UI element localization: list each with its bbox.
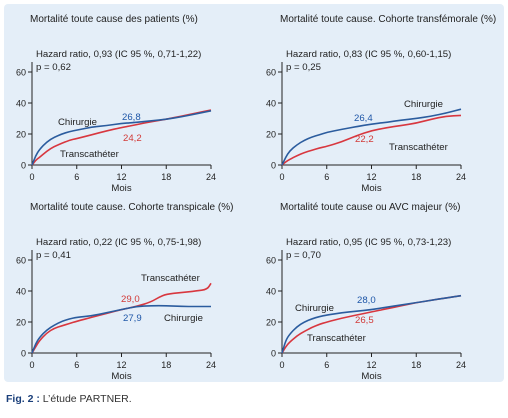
chart-panel-all-cause-mortality: Mortalité toute cause des patients (%) Ha… xyxy=(16,14,216,194)
x-tick-label: 6 xyxy=(74,172,79,182)
y-tick-label: 60 xyxy=(16,68,26,78)
x-tick-label: 12 xyxy=(116,172,126,182)
y-tick-label: 60 xyxy=(16,256,26,266)
y-tick-label: 20 xyxy=(16,130,26,140)
y-tick-label: 20 xyxy=(16,318,26,328)
p-value-label: p = 0,41 xyxy=(36,250,71,261)
x-tick-label: 18 xyxy=(411,172,421,182)
series-line-transcatheter xyxy=(281,114,462,166)
x-tick-label: 24 xyxy=(456,360,466,370)
chart-title: Mortalité toute cause ou AVC majeur (%) xyxy=(280,202,460,213)
hazard-ratio-label: Hazard ratio, 0,83 (IC 95 %, 0,60-1,15) xyxy=(286,49,451,60)
series-line-chirurgie xyxy=(281,108,462,166)
data-label-chirurgie: 27,9 xyxy=(123,313,142,324)
series-label-chirurgie: Chirurgie xyxy=(58,117,97,128)
x-tick-label: 12 xyxy=(366,172,376,182)
figure-number: Fig. 2 : xyxy=(6,393,40,405)
series-line-chirurgie xyxy=(281,294,462,354)
hazard-ratio-label: Hazard ratio, 0,95 (IC 95 %, 0,73-1,23) xyxy=(286,237,451,248)
x-tick-label: 6 xyxy=(74,360,79,370)
chart-panel-mortality-or-stroke: Mortalité toute cause ou AVC majeur (%) H… xyxy=(266,202,466,382)
data-label-transcatheter: 22,2 xyxy=(355,134,374,145)
x-axis-label: Mois xyxy=(361,183,381,194)
data-label-chirurgie: 26,8 xyxy=(122,112,141,123)
y-tick-label: 40 xyxy=(266,99,276,109)
x-tick-label: 18 xyxy=(411,360,421,370)
y-tick-label: 40 xyxy=(266,287,276,297)
figure-background: Mortalité toute cause des patients (%) Ha… xyxy=(4,4,504,382)
x-tick-label: 24 xyxy=(206,172,216,182)
series-label-transcatheter: Transcathéter xyxy=(141,273,201,284)
y-tick-label: 40 xyxy=(16,99,26,109)
chart-title: Mortalité toute cause. Cohorte transfémo… xyxy=(280,14,496,25)
x-tick-label: 0 xyxy=(29,172,34,182)
x-tick-label: 24 xyxy=(206,360,216,370)
chart-title: Mortalité toute cause des patients (%) xyxy=(30,14,198,25)
y-tick-label: 20 xyxy=(266,318,276,328)
y-tick-label: 0 xyxy=(21,349,26,359)
x-tick-label: 6 xyxy=(324,360,329,370)
p-value-label: p = 0,70 xyxy=(286,250,321,261)
x-tick-label: 0 xyxy=(29,360,34,370)
series-label-transcatheter: Transcathéter xyxy=(60,149,120,160)
data-label-transcatheter: 29,0 xyxy=(121,294,140,305)
x-tick-label: 0 xyxy=(279,172,284,182)
series-line-transcatheter xyxy=(31,282,212,354)
x-axis-label: Mois xyxy=(111,371,131,382)
x-axis-label: Mois xyxy=(111,183,131,194)
y-tick-label: 0 xyxy=(271,161,276,171)
x-tick-label: 0 xyxy=(279,360,284,370)
data-label-chirurgie: 26,4 xyxy=(354,113,373,124)
series-line-chirurgie xyxy=(31,304,211,354)
data-label-chirurgie: 28,0 xyxy=(357,295,376,306)
series-label-chirurgie: Chirurgie xyxy=(295,303,334,314)
data-label-transcatheter: 26,5 xyxy=(355,315,374,326)
series-line-chirurgie xyxy=(31,110,212,166)
y-tick-label: 20 xyxy=(266,130,276,140)
series-label-chirurgie: Chirurgie xyxy=(404,99,443,110)
chart-panel-transfemoral: Mortalité toute cause. Cohorte transfémo… xyxy=(266,14,496,194)
p-value-label: p = 0,25 xyxy=(286,62,321,73)
y-tick-label: 40 xyxy=(16,287,26,297)
y-tick-label: 60 xyxy=(266,256,276,266)
y-tick-label: 60 xyxy=(266,68,276,78)
series-label-chirurgie: Chirurgie xyxy=(164,313,203,324)
x-tick-label: 18 xyxy=(161,360,171,370)
x-tick-label: 12 xyxy=(116,360,126,370)
x-tick-label: 12 xyxy=(366,360,376,370)
hazard-ratio-label: Hazard ratio, 0,93 (IC 95 %, 0,71-1,22) xyxy=(36,49,201,60)
x-tick-label: 24 xyxy=(456,172,466,182)
chart-panel-transapical: Mortalité toute cause. Cohorte transpica… xyxy=(16,202,233,382)
figure-caption: Fig. 2 : L’étude PARTNER. xyxy=(6,393,132,405)
x-axis-label: Mois xyxy=(361,371,381,382)
series-label-transcatheter: Transcathéter xyxy=(307,333,367,344)
data-label-transcatheter: 24,2 xyxy=(123,133,142,144)
hazard-ratio-label: Hazard ratio, 0,22 (IC 95 %, 0,75-1,98) xyxy=(36,237,201,248)
figure-caption-text: L’étude PARTNER. xyxy=(42,393,132,405)
chart-title: Mortalité toute cause. Cohorte transpica… xyxy=(30,202,233,213)
x-tick-label: 18 xyxy=(161,172,171,182)
y-tick-label: 0 xyxy=(21,161,26,171)
series-label-transcatheter: Transcathéter xyxy=(389,142,449,153)
y-tick-label: 0 xyxy=(271,349,276,359)
x-tick-label: 6 xyxy=(324,172,329,182)
p-value-label: p = 0,62 xyxy=(36,62,71,73)
